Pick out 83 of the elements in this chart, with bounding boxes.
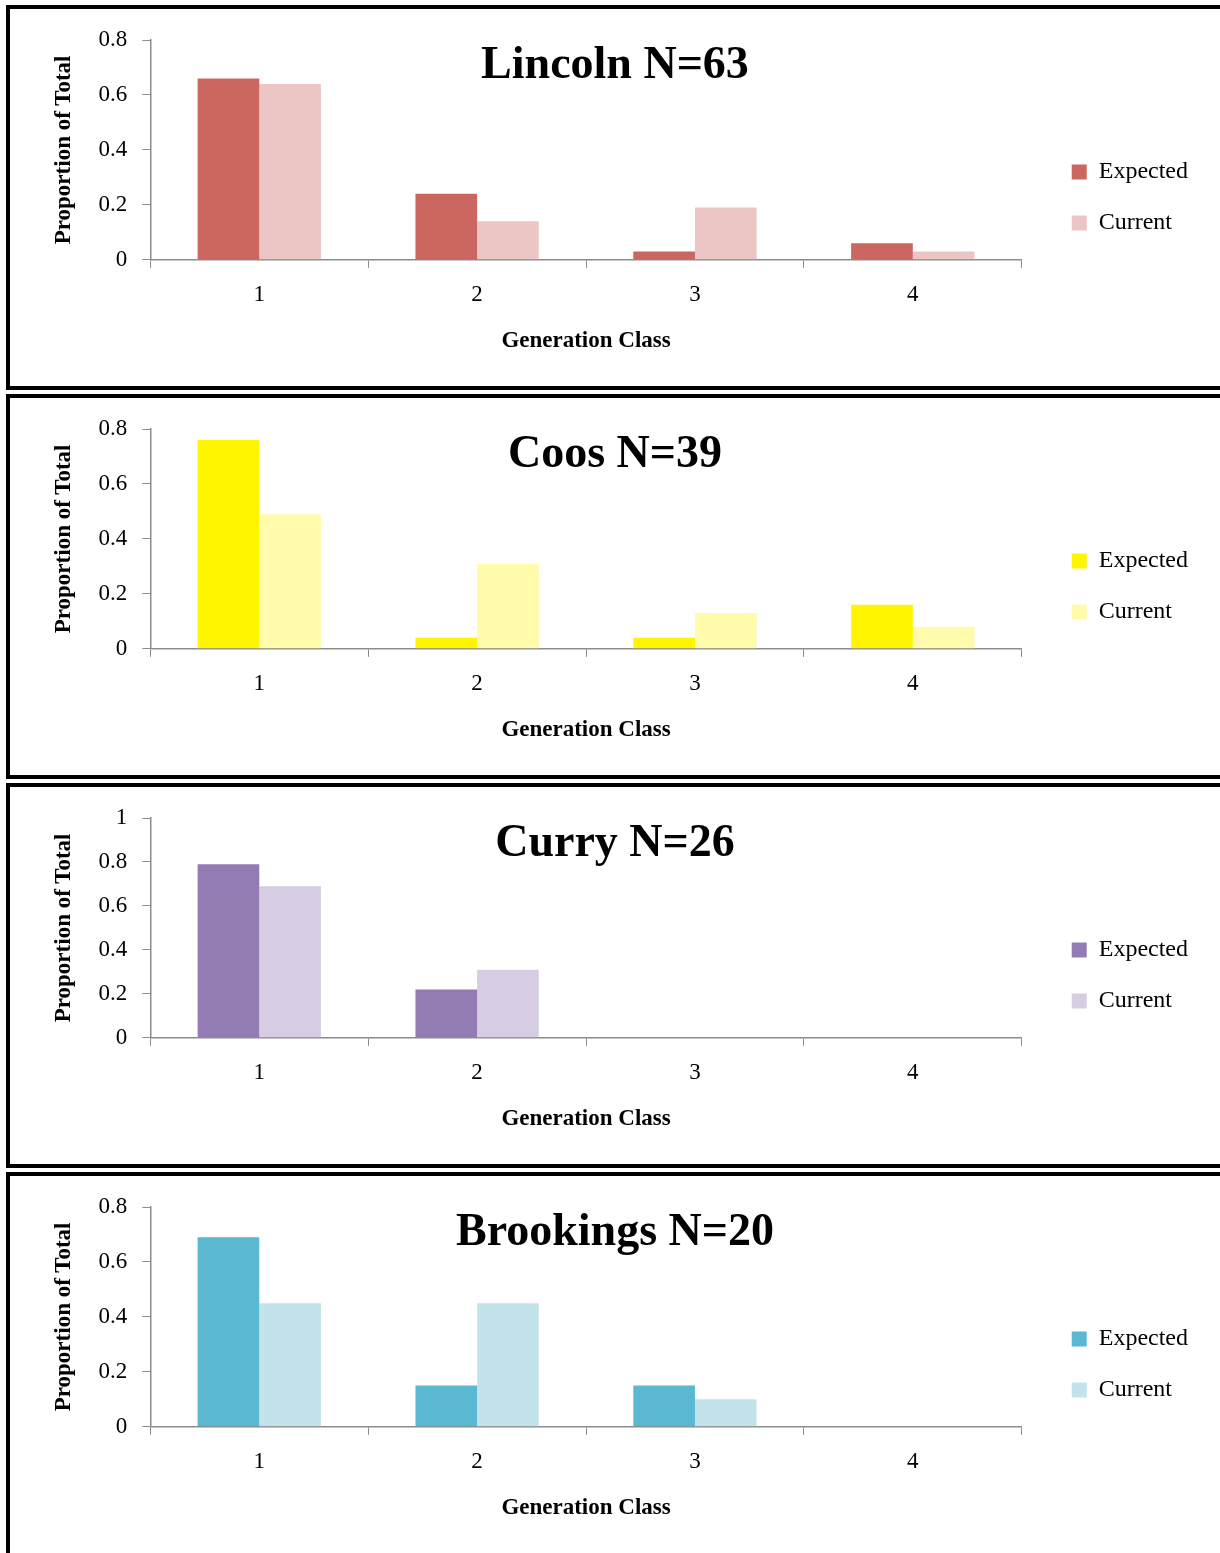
chart-title: Lincoln N=63 xyxy=(481,37,749,88)
x-axis-title: Generation Class xyxy=(501,327,671,353)
bar xyxy=(633,251,695,260)
y-tick-label: 0.4 xyxy=(98,135,128,161)
bar xyxy=(633,637,695,649)
y-tick-label: 0 xyxy=(115,1412,128,1438)
bar xyxy=(259,886,321,1038)
bar xyxy=(851,604,913,649)
x-tick-label: 3 xyxy=(689,1447,701,1473)
x-tick-label: 2 xyxy=(471,280,483,306)
y-axis-title: Proportion of Total xyxy=(49,444,75,634)
x-tick-label: 4 xyxy=(907,1447,920,1473)
y-axis-title: Proportion of Total xyxy=(49,55,75,245)
y-tick-label: 0.4 xyxy=(98,524,128,550)
legend-label: Expected xyxy=(1098,157,1189,184)
legend-label: Expected xyxy=(1098,935,1189,962)
bar xyxy=(694,613,757,649)
legend-label: Current xyxy=(1098,1375,1173,1402)
y-axis-title: Proportion of Total xyxy=(49,833,75,1023)
bar xyxy=(415,193,478,260)
y-tick-label: 0 xyxy=(115,245,128,271)
bar xyxy=(197,78,260,260)
bar xyxy=(415,989,478,1038)
bar xyxy=(197,439,260,649)
y-tick-label: 0.4 xyxy=(98,1302,128,1328)
y-tick-label: 0.6 xyxy=(98,891,128,917)
y-tick-label: 0 xyxy=(115,1023,128,1049)
x-tick-label: 1 xyxy=(253,1058,266,1084)
bar xyxy=(259,1303,321,1427)
y-tick-label: 0.2 xyxy=(98,1357,128,1383)
legend-label: Current xyxy=(1098,597,1173,624)
legend-label: Expected xyxy=(1098,1324,1189,1351)
y-tick-label: 0.8 xyxy=(98,26,128,52)
x-tick-label: 4 xyxy=(907,669,920,695)
x-tick-label: 2 xyxy=(471,669,483,695)
legend-label: Current xyxy=(1098,208,1173,235)
x-tick-label: 4 xyxy=(907,1058,920,1084)
y-tick-label: 0.2 xyxy=(98,190,128,216)
chart-title: Brookings N=20 xyxy=(455,1204,775,1255)
chart-title: Coos N=39 xyxy=(507,426,723,477)
bar xyxy=(415,637,478,649)
x-axis-title: Generation Class xyxy=(501,1494,671,1520)
x-tick-label: 1 xyxy=(253,280,266,306)
y-tick-label: 0.6 xyxy=(98,1248,128,1273)
x-tick-label: 4 xyxy=(907,280,920,306)
y-tick-label: 0.8 xyxy=(98,415,128,441)
y-tick-label: 0.6 xyxy=(98,470,128,495)
bar xyxy=(477,221,539,260)
bar xyxy=(415,1385,478,1427)
x-tick-label: 2 xyxy=(471,1447,483,1473)
chart-title: Curry N=26 xyxy=(495,815,735,866)
bar xyxy=(197,1237,260,1427)
bar xyxy=(912,251,975,260)
x-axis-title: Generation Class xyxy=(501,716,671,742)
bar xyxy=(633,1385,695,1427)
bar xyxy=(259,83,321,260)
bar xyxy=(259,514,321,649)
y-tick-label: 0.4 xyxy=(98,935,128,961)
x-tick-label: 2 xyxy=(471,1058,483,1084)
y-tick-label: 0 xyxy=(115,634,128,660)
y-tick-label: 0.8 xyxy=(98,848,128,874)
bar xyxy=(477,1303,539,1427)
y-tick-label: 0.2 xyxy=(98,579,128,605)
x-tick-label: 3 xyxy=(689,669,701,695)
bar xyxy=(912,626,975,649)
bar xyxy=(197,864,260,1038)
y-tick-label: 0.6 xyxy=(98,81,128,106)
x-tick-label: 1 xyxy=(253,669,266,695)
y-axis-title: Proportion of Total xyxy=(49,1222,75,1412)
x-axis-title: Generation Class xyxy=(501,1105,671,1131)
bar xyxy=(477,969,539,1038)
x-tick-label: 1 xyxy=(253,1447,266,1473)
legend-label: Expected xyxy=(1098,546,1189,573)
y-tick-label: 0.8 xyxy=(98,1193,128,1219)
bar xyxy=(694,1399,757,1427)
y-tick-label: 0.2 xyxy=(98,979,128,1005)
x-tick-label: 3 xyxy=(689,1058,701,1084)
y-tick-label: 1 xyxy=(115,804,128,830)
bar xyxy=(694,207,757,260)
bar xyxy=(851,243,913,260)
x-tick-label: 3 xyxy=(689,280,701,306)
legend-label: Current xyxy=(1098,986,1173,1013)
bar xyxy=(477,563,539,649)
